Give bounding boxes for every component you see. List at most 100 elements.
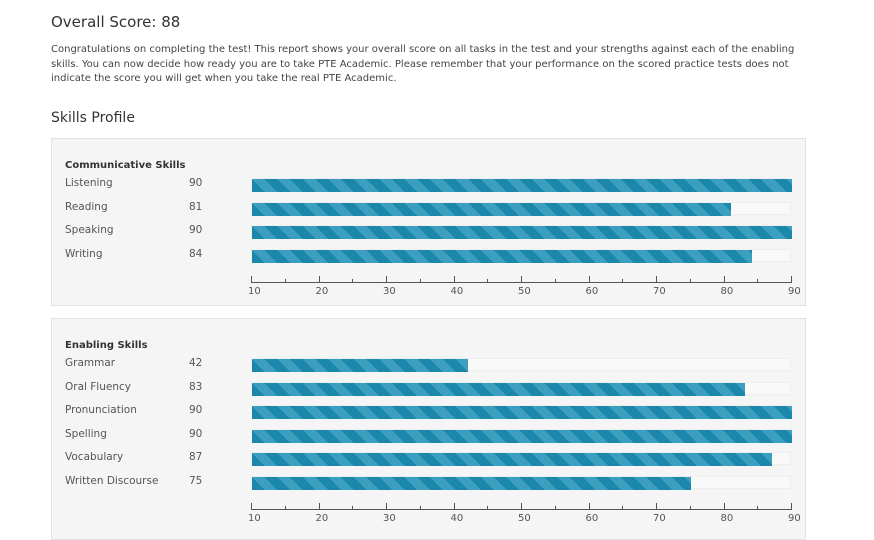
tick-label: 70: [653, 513, 666, 524]
skill-score: 81: [189, 200, 203, 213]
skill-label: Pronunciation: [65, 404, 137, 416]
skill-label: Listening: [65, 177, 113, 189]
skill-label: Grammar: [65, 357, 116, 369]
skill-score: 83: [189, 380, 203, 393]
axis-tick: [521, 503, 522, 509]
axis-tick: [554, 279, 556, 282]
axis-tick: [386, 503, 387, 509]
axis-tick: [284, 506, 286, 509]
axis-tick: [622, 279, 624, 282]
bar-written-discourse: [252, 476, 691, 490]
intro-text: Congratulations on completing the test! …: [51, 44, 795, 84]
skill-score: 84: [189, 247, 203, 260]
bar-speaking: [252, 226, 792, 239]
axis-tick: [487, 506, 489, 509]
bar-track: [251, 428, 792, 443]
bar-pronunciation: [252, 406, 792, 419]
axis-line: [251, 509, 792, 510]
axis-tick: [723, 503, 725, 509]
axis-tick: [352, 506, 354, 509]
tick-label: 10: [248, 513, 261, 524]
axis-tick: [622, 506, 624, 509]
tick-label: 20: [315, 286, 329, 297]
skill-label: Vocabulary: [65, 451, 124, 463]
bar-track: [251, 405, 792, 419]
bar-spelling: [252, 429, 792, 443]
tick-label: 90: [788, 513, 801, 524]
bar-writing: [252, 249, 752, 263]
bar-track: [251, 475, 791, 490]
axis-tick: [588, 503, 590, 509]
axis-tick: [588, 276, 590, 282]
skill-label: Oral Fluency: [65, 380, 131, 393]
axis-tick: [318, 503, 320, 509]
bar-track: [251, 248, 791, 263]
skill-score: 42: [189, 357, 203, 369]
axis-tick: [284, 279, 286, 282]
axis-tick: [723, 276, 725, 282]
tick-label: 30: [383, 286, 396, 297]
skill-row: Spelling 90: [65, 428, 805, 444]
axis-tick: [689, 279, 691, 282]
panel-title: Enabling Skills: [65, 340, 148, 351]
bar-track: [251, 358, 791, 372]
skill-score: 90: [189, 177, 203, 189]
axis-line: [251, 282, 792, 283]
axis-tick: [318, 276, 320, 282]
tick-label: 40: [450, 513, 464, 524]
axis-tick: [554, 506, 556, 509]
bar-track: [251, 201, 791, 216]
axis-tick: [656, 503, 657, 509]
axis-tick: [757, 506, 759, 509]
skill-score: 90: [189, 404, 203, 416]
skill-row: Speaking 90: [65, 224, 805, 240]
x-axis: 10 20 30 40 50 60 70 80 90: [248, 503, 801, 524]
axis-tick: [453, 276, 455, 282]
skill-row: Grammar 42: [65, 357, 805, 373]
tick-label: 80: [720, 513, 734, 524]
tick-label: 20: [315, 513, 329, 524]
tick-label: 60: [585, 513, 599, 524]
skill-row: Listening 90: [65, 177, 805, 193]
tick-label: 50: [518, 513, 531, 524]
skill-label: Writing: [65, 247, 103, 260]
axis-tick: [251, 503, 252, 509]
axis-tick: [791, 276, 792, 282]
axis-tick: [453, 503, 455, 509]
skill-row: Vocabulary 87: [65, 451, 805, 467]
axis-tick: [521, 276, 522, 282]
axis-tick: [419, 279, 421, 282]
bar-vocabulary: [252, 453, 772, 466]
skill-score: 75: [189, 474, 203, 487]
skill-row: Oral Fluency 83: [65, 381, 805, 397]
axis-tick: [656, 276, 657, 282]
axis-tick: [419, 506, 421, 509]
bar-listening: [252, 179, 792, 192]
communicative-skills-panel: Communicative Skills Listening 90 Reading 8…: [51, 138, 806, 306]
axis-tick: [386, 276, 387, 282]
axis-tick: [352, 279, 354, 282]
tick-label: 60: [585, 286, 599, 297]
tick-label: 40: [450, 286, 464, 297]
tick-label: 10: [248, 286, 261, 297]
skill-label: Written Discourse: [65, 474, 159, 487]
bar-grammar: [252, 359, 468, 372]
axis-tick: [791, 503, 792, 509]
skill-score: 90: [189, 427, 203, 440]
tick-label: 50: [518, 286, 531, 297]
skill-label: Spelling: [65, 427, 107, 440]
bar-track: [251, 452, 791, 466]
axis-tick: [487, 279, 489, 282]
x-axis: 10 20 30 40 50 60 70 80 90: [248, 276, 801, 297]
tick-label: 70: [653, 286, 666, 297]
skill-label: Speaking: [65, 224, 114, 236]
bar-track: [251, 225, 792, 239]
skill-row: Pronunciation 90: [65, 404, 805, 420]
axis-tick: [757, 279, 759, 282]
axis-tick: [689, 506, 691, 509]
tick-label: 90: [788, 286, 801, 297]
enabling-skills-panel: Enabling Skills Grammar 42 Oral Fluency 83 P…: [51, 318, 806, 540]
skill-row: Reading 81: [65, 201, 805, 217]
tick-label: 30: [383, 513, 396, 524]
bar-reading: [252, 202, 732, 216]
